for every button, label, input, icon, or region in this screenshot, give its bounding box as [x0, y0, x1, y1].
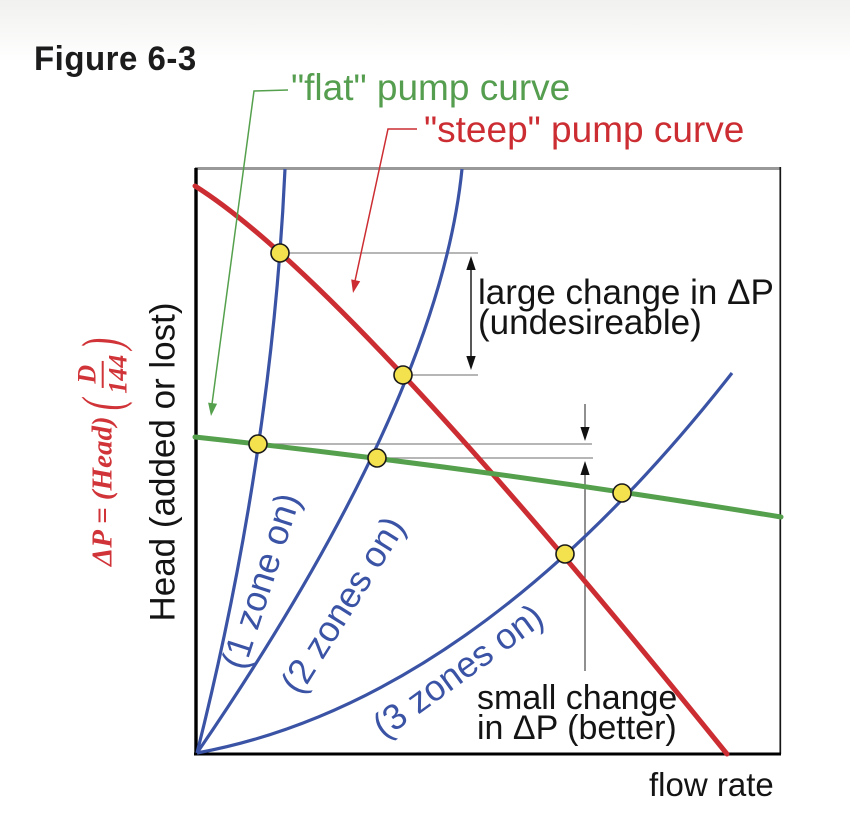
steep-pump-curve-label: "steep" pump curve [424, 109, 745, 150]
system-curve-3-zones [196, 372, 734, 755]
arrow-up-icon [580, 461, 590, 475]
formula-fraction: D 144 [73, 354, 133, 394]
delta-p-formula: ΔP = (Head) ( D 144 ) [71, 334, 134, 566]
operating-points [248, 243, 632, 564]
formula-numerator: D [73, 360, 104, 388]
flat-pump-curve-label: "flat" pump curve [291, 67, 571, 108]
operating-point-flat-1zone [248, 434, 268, 454]
formula-lhs: ΔP = (Head) [86, 416, 119, 566]
flat-label-leader [208, 89, 289, 416]
large-change-arrow [466, 256, 476, 370]
operating-point-flat-2zones [367, 448, 387, 468]
flat-pump-curve-line [192, 434, 784, 520]
steep-label-leader [351, 128, 417, 293]
operating-point-steep-3zones [555, 544, 575, 564]
large-change-annotation: large change in ΔP (undesireable) [478, 275, 774, 340]
large-change-line2: (undesireable) [478, 303, 702, 343]
arrow-down-icon [351, 279, 361, 293]
operating-point-steep-1zone [270, 243, 290, 263]
operating-point-steep-2zones [393, 365, 413, 385]
arrow-up-icon [466, 256, 476, 270]
y-axis-label: Head (added or lost) [143, 302, 183, 622]
figure-title: Figure 6-3 [34, 38, 197, 78]
large-change-line1: large change in ΔP [478, 273, 774, 312]
arrow-down-icon [466, 356, 476, 370]
arrow-down-icon [208, 402, 218, 416]
x-axis-label: flow rate [649, 766, 774, 803]
small-change-line2: in ΔP (better) [477, 708, 677, 747]
operating-point-flat-3zones [612, 483, 632, 503]
system-curve-2-zones [195, 168, 464, 754]
formula-close-paren: ) [71, 337, 134, 350]
formula-open-paren: ( [71, 399, 134, 411]
formula-denominator: 144 [104, 354, 133, 394]
reference-lines [261, 252, 593, 671]
small-change-line1: small change [477, 679, 678, 717]
arrow-down-icon [580, 427, 590, 441]
small-change-annotation: small change in ΔP (better) [477, 681, 677, 747]
